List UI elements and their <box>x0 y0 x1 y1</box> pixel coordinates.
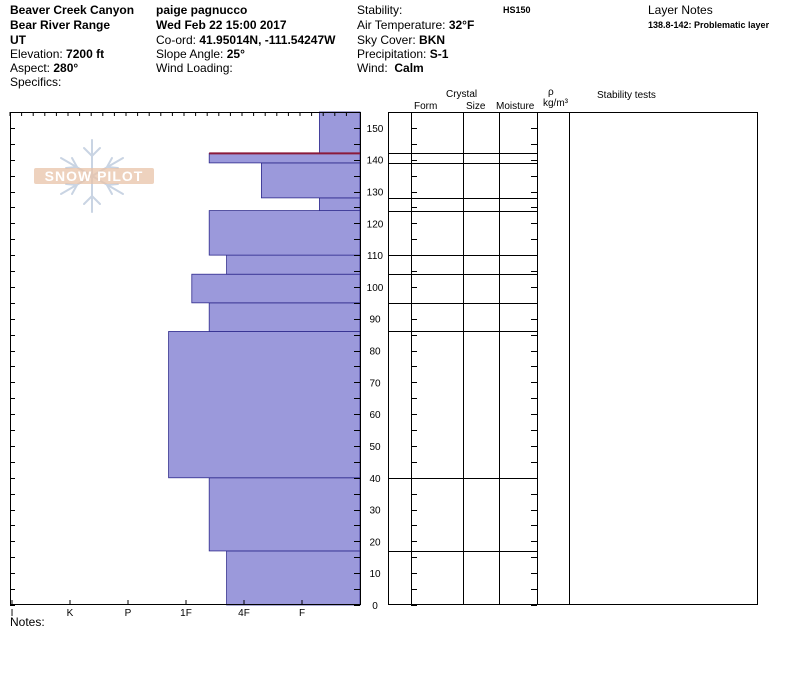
stability-label: Stability: <box>357 3 403 17</box>
hardness-tick-label-K: K <box>67 608 74 619</box>
hardness-layer-7 <box>318 197 361 212</box>
depth-tick-label-80: 80 <box>369 347 381 358</box>
depth-tick-label-150: 150 <box>367 124 384 135</box>
hardness-tick-label-4F: 4F <box>238 608 250 619</box>
depth-tick-label-10: 10 <box>369 569 381 580</box>
depth-tick-label-60: 60 <box>369 410 381 421</box>
aspect-label: Aspect: <box>10 61 51 75</box>
snow-height: HS150 <box>503 5 531 15</box>
depth-tick-label-20: 20 <box>369 537 381 548</box>
precip-row: Precipitation: S-1 <box>357 47 448 61</box>
depth-tick-label-50: 50 <box>369 442 381 453</box>
density-unit: kg/m³ <box>543 98 568 109</box>
hardness-tick-label-1F: 1F <box>180 608 192 619</box>
precip-label: Precipitation: <box>357 47 427 61</box>
aspect-value: 280° <box>53 61 79 75</box>
observation-datetime: Wed Feb 22 15:00 2017 <box>156 18 287 32</box>
hardness-tick-label-F: F <box>299 608 305 619</box>
form-header: Form <box>414 101 438 112</box>
layer-table-frame <box>388 112 758 605</box>
location-name: Beaver Creek Canyon <box>10 3 135 17</box>
wind-value: Calm <box>394 61 424 75</box>
coord-row: Co-ord: 41.95014N, -111.54247W <box>156 33 335 47</box>
depth-tick-label-100: 100 <box>367 283 384 294</box>
hardness-layer-0 <box>226 550 361 606</box>
aspect-row: Aspect: 280° <box>10 61 78 75</box>
elevation-label: Elevation: <box>10 47 63 61</box>
depth-tick-label-90: 90 <box>369 315 381 326</box>
size-header: Size <box>466 101 486 112</box>
depth-tick-label-110: 110 <box>367 251 383 262</box>
hardness-layer-9 <box>208 152 361 164</box>
specifics-label: Specifics: <box>10 75 62 89</box>
hardness-layer-3 <box>208 302 361 332</box>
observer-name: paige pagnucco <box>156 3 248 17</box>
coord-label: Co-ord: <box>156 33 197 47</box>
density-symbol: ρ <box>548 87 554 98</box>
hardness-layer-2 <box>168 331 361 479</box>
crystal-header: Crystal <box>446 89 478 100</box>
hardness-tick-label-I: I <box>11 608 14 619</box>
hardness-layer-1 <box>208 477 361 552</box>
sky-label: Sky Cover: <box>357 33 416 47</box>
elevation-value: 7200 ft <box>66 47 105 61</box>
hardness-layer-8 <box>260 162 361 199</box>
depth-tick-label-140: 140 <box>367 156 384 167</box>
precip-value: S-1 <box>429 47 449 61</box>
slope-value: 25° <box>226 47 245 61</box>
wind-label: Wind: <box>357 61 388 75</box>
watermark-text: SNOW PILOT <box>45 168 144 184</box>
air-temp-label: Air Temperature: <box>357 18 446 32</box>
depth-tick-label-40: 40 <box>369 474 381 485</box>
depth-tick-label-30: 30 <box>369 506 381 517</box>
hardness-layer-6 <box>208 210 361 256</box>
sky-value: BKN <box>419 33 446 47</box>
wind-row: Wind: Calm <box>357 61 424 75</box>
stability-tests-header: Stability tests <box>597 90 656 101</box>
elevation-row: Elevation: 7200 ft <box>10 47 104 61</box>
depth-tick-label-0: 0 <box>372 601 378 612</box>
layer-notes-title: Layer Notes <box>648 3 713 17</box>
hardness-layer-10 <box>318 111 361 154</box>
notes-label: Notes: <box>10 615 45 629</box>
coord-value: 41.95014N, -111.54247W <box>199 33 336 47</box>
layer-note: 138.8-142: Problematic layer <box>648 20 770 30</box>
depth-tick-label-70: 70 <box>369 378 381 389</box>
slope-row: Slope Angle: 25° <box>156 47 245 61</box>
air-temp-row: Air Temperature: 32°F <box>357 18 474 32</box>
depth-tick-label-120: 120 <box>367 219 384 230</box>
hardness-layer-5 <box>226 254 361 275</box>
watermark-logo: SNOW PILOT <box>34 168 154 184</box>
hardness-layer-4 <box>191 273 361 304</box>
air-temp-value: 32°F <box>448 18 475 32</box>
hardness-tick-label-P: P <box>125 608 132 619</box>
mountain-range: Bear River Range <box>10 18 111 32</box>
moisture-header: Moisture <box>496 101 535 112</box>
state: UT <box>10 33 26 47</box>
sky-row: Sky Cover: BKN <box>357 33 445 47</box>
depth-tick-label-130: 130 <box>367 188 384 199</box>
slope-label: Slope Angle: <box>156 47 224 61</box>
wind-loading-label: Wind Loading: <box>156 61 233 75</box>
